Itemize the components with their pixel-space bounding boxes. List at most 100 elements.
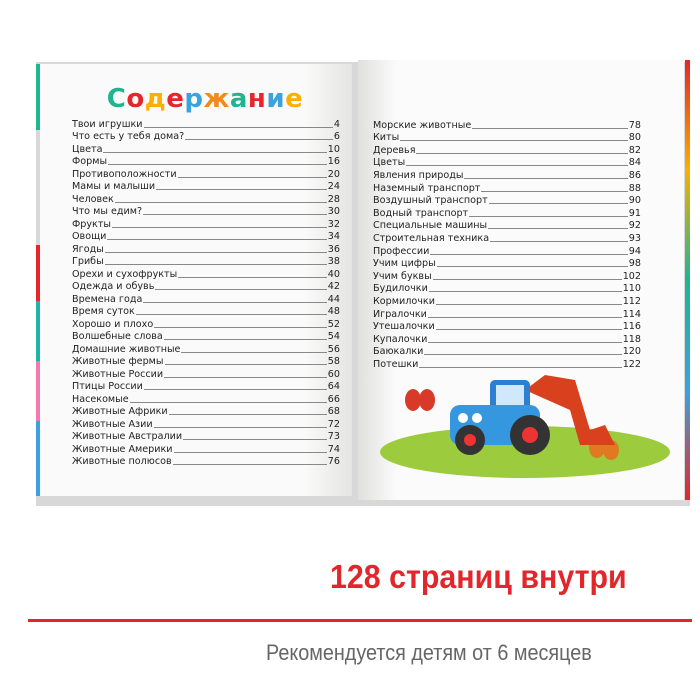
toc-entry: Орехи и сухофрукты 40	[72, 267, 340, 280]
toc-entry: Животные Америки 74	[72, 442, 340, 455]
leader-line	[129, 401, 327, 403]
title-letter: о	[126, 84, 145, 114]
left-page	[40, 64, 352, 496]
toc-page: 91	[628, 207, 641, 219]
toc-label: Будилочки	[373, 283, 428, 295]
toc-entry: Противоположности 20	[72, 167, 340, 180]
toc-page: 76	[327, 456, 340, 467]
toc-entry: Насекомые 66	[72, 392, 340, 405]
toc-page: 114	[622, 308, 641, 320]
toc-page: 74	[327, 443, 340, 455]
leader-line	[143, 301, 327, 303]
toc-label: Кормилочки	[373, 295, 435, 307]
toc-label: Птицы России	[72, 381, 143, 392]
toc-label: Водный транспорт	[373, 207, 469, 219]
toc-label: Что мы едим?	[72, 206, 143, 217]
toc-page: 66	[327, 393, 340, 405]
toc-label: Противоположности	[72, 168, 177, 180]
toc-entry: Что есть у тебя дома? 6	[72, 130, 340, 142]
toc-page: 93	[628, 232, 641, 244]
toc-label: Цвета	[72, 143, 103, 155]
title-letter: р	[184, 84, 204, 114]
edge-right	[685, 60, 690, 500]
toc-label: Овощи	[72, 231, 107, 242]
toc-page: 116	[622, 321, 641, 333]
toc-entry: Время суток 48	[72, 305, 340, 317]
toc-page: 73	[327, 431, 340, 442]
toc-label: Игралочки	[373, 308, 427, 320]
toc-entry: Домашние животные 56	[72, 342, 340, 355]
toc-entry: Баюкалки 120	[373, 345, 641, 358]
toc-entry: Животные Австралии 73	[72, 430, 340, 442]
toc-label: Баюкалки	[373, 346, 424, 358]
toc-page: 4	[333, 118, 340, 130]
leader-line	[114, 201, 327, 203]
toc-entry: Строительная техника 93	[373, 231, 641, 244]
toc-label: Деревья	[373, 144, 416, 156]
toc-label: Животные фермы	[72, 356, 164, 367]
edge-tab-red	[36, 245, 42, 301]
leader-line	[154, 326, 327, 328]
toc-label: Животные Америки	[72, 443, 173, 455]
leader-line	[428, 291, 622, 293]
leader-line	[435, 329, 622, 331]
toc-page: 24	[327, 181, 340, 192]
toc-label: Наземный транспорт	[373, 182, 481, 194]
divider-line	[28, 619, 692, 622]
toc-page: 90	[628, 195, 641, 207]
leader-line	[143, 214, 327, 215]
leader-line	[172, 464, 327, 465]
toc-entry: Волшебные слова 54	[72, 330, 340, 342]
toc-entry: Что мы едим? 30	[72, 205, 340, 217]
toc-page: 88	[628, 182, 641, 194]
toc-page: 68	[327, 406, 340, 417]
leader-line	[183, 439, 327, 440]
toc-label: Время суток	[72, 306, 135, 317]
toc-entry: Формы 16	[72, 155, 340, 167]
title-letter: а	[229, 84, 248, 114]
toc-label: Воздушный транспорт	[373, 195, 488, 207]
tractor-icon	[450, 375, 615, 455]
left-toc: Твои игрушки 4 Что есть у тебя дома? 6 Цвета…	[72, 117, 340, 468]
toc-entry: Учим буквы 102	[373, 269, 641, 282]
toc-label: Насекомые	[72, 393, 129, 405]
toc-entry: Кормилочки 112	[373, 294, 641, 307]
toc-entry: Потешки 122	[373, 357, 641, 370]
toc-label: Учим цифры	[373, 258, 436, 270]
toc-entry: Ягоды 36	[72, 242, 340, 255]
age-recommendation: Рекомендуется детям от 6 месяцев	[266, 640, 592, 665]
toc-entry: Цветы 84	[373, 156, 641, 169]
toc-entry: Профессии 94	[373, 244, 641, 257]
leader-line	[143, 389, 327, 390]
toc-label: Грибы	[72, 256, 104, 267]
toc-label: Цветы	[373, 157, 406, 169]
leader-line	[181, 351, 327, 353]
leader-line	[464, 177, 628, 179]
leader-line	[488, 203, 628, 205]
toc-label: Животные Австралии	[72, 431, 183, 442]
contents-title: Содержание	[90, 84, 320, 114]
toc-label: Животные Африки	[72, 406, 168, 417]
toc-page: 48	[327, 306, 340, 317]
toc-label: Хорошо и плохо	[72, 318, 154, 330]
toc-label: Киты	[373, 132, 400, 144]
title-letter: е	[166, 84, 185, 114]
leader-line	[153, 426, 327, 428]
toc-label: Строительная техника	[373, 232, 490, 244]
toc-page: 80	[628, 132, 641, 144]
toc-page: 102	[622, 270, 641, 282]
toc-entry: Воздушный транспорт 90	[373, 194, 641, 207]
leader-line	[490, 240, 628, 242]
toc-entry: Утешалочки 116	[373, 320, 641, 333]
toc-page: 28	[327, 193, 340, 205]
toc-page: 98	[628, 258, 641, 270]
toc-label: Твои игрушки	[72, 118, 143, 130]
toc-page: 118	[622, 333, 641, 345]
leader-line	[428, 341, 622, 343]
toc-page: 84	[628, 157, 641, 169]
toc-entry: Птицы России 64	[72, 380, 340, 392]
toc-page: 78	[628, 119, 641, 131]
leader-line	[406, 165, 628, 167]
leader-line	[416, 152, 628, 154]
toc-page: 110	[622, 283, 641, 295]
